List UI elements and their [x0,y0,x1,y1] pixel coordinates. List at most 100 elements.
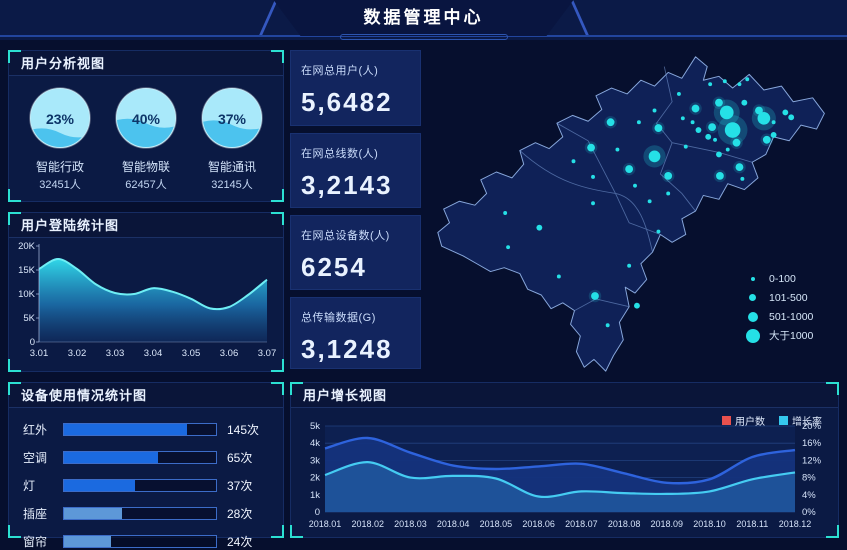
svg-text:3.02: 3.02 [68,348,87,359]
stat-label: 在网总设备数(人) [301,230,390,242]
device-label: 插座 [23,507,48,521]
map-legend-dot [745,294,760,301]
panel-user-analysis: 用户分析视图 23% 智能行政 32451人 40% 智能物联 62457人 37% 智能通讯… [8,50,284,202]
legend-item[interactable]: 增长率 [779,413,822,428]
device-usage-row: 窗帘 24次 [23,533,269,550]
panel-title-login-stats: 用户登陆统计图 [9,213,283,238]
gauge-label: 智能通讯 [207,160,256,174]
header-diagonal-accent-left [258,0,278,35]
stat-value: 5,6482 [301,87,393,117]
svg-text:2018.11: 2018.11 [736,519,768,529]
svg-text:0: 0 [30,337,35,348]
svg-text:23%: 23% [46,111,75,127]
svg-text:15K: 15K [18,265,36,276]
svg-text:2018.04: 2018.04 [437,519,470,529]
gauge-count: 32451人 [39,179,81,191]
svg-text:16%: 16% [802,438,822,449]
panel-device-usage: 设备使用情况统计图 红外 145次 空调 65次灯 37次 插座 28次 窗帘 24次 [8,382,284,549]
corner-bracket [826,382,839,395]
svg-text:5k: 5k [310,421,320,432]
stat-card: 总传输数据(G) 3,1248 [290,297,421,369]
map-legend: 0-100 101-500 501-1000 大于1000 [745,269,813,345]
svg-text:2018.01: 2018.01 [309,519,342,529]
svg-text:3.03: 3.03 [106,348,125,359]
svg-text:2018.02: 2018.02 [351,519,384,529]
growth-area-chart: 0 1k 2k 3k 4k 5k 0% 4% 8% 12% 16% 20% 2018.01 2018.02… [309,421,822,529]
svg-text:3.07: 3.07 [258,348,277,359]
legend-label: 用户数 [735,417,765,428]
gauge-label: 智能物联 [121,160,170,174]
device-value: 24次 [227,535,253,549]
svg-text:0%: 0% [802,507,816,518]
svg-text:2018.10: 2018.10 [693,519,726,529]
stat-card: 在网总用户(人) 5,6482 [290,50,421,126]
device-value: 145次 [227,423,260,437]
svg-text:4%: 4% [802,490,816,501]
panel-title-user-analysis: 用户分析视图 [9,51,283,76]
header-divider [0,35,847,37]
svg-text:10K: 10K [18,289,36,300]
legend-label: 增长率 [792,417,822,428]
legend-item[interactable]: 用户数 [722,413,765,428]
svg-text:2k: 2k [310,473,320,484]
corner-bracket [271,50,284,63]
corner-bracket [8,50,21,63]
growth-chart-legend: 用户数 增长率 [722,413,822,428]
device-usage-row: 空调 65次 [23,449,269,466]
region-map: 0-100 101-500 501-1000 大于1000 [430,45,840,381]
svg-text:20K: 20K [18,241,36,252]
svg-text:2018.06: 2018.06 [522,519,555,529]
gauges-row: 23% 智能行政 32451人 40% 智能物联 62457人 37% 智能通讯 32145人 [9,76,283,192]
device-label: 灯 [23,479,36,493]
svg-text:2018.07: 2018.07 [565,519,598,529]
stat-value: 3,1248 [301,334,393,364]
device-value: 37次 [227,479,253,493]
corner-bracket [271,359,284,372]
corner-bracket [8,189,21,202]
stat-card: 在网总设备数(人) 6254 [290,215,421,290]
svg-text:3.04: 3.04 [144,348,163,359]
svg-text:0: 0 [315,507,320,518]
svg-text:5K: 5K [23,313,35,324]
map-legend-dot [745,311,760,322]
device-bar-track [63,423,217,436]
svg-text:3.05: 3.05 [182,348,201,359]
corner-bracket [271,525,284,538]
device-label: 空调 [23,451,48,465]
svg-text:3.01: 3.01 [30,348,49,359]
corner-bracket [290,382,303,395]
panel-title-device-usage: 设备使用情况统计图 [9,383,283,408]
gauge-circle: 37% [201,87,263,149]
corner-bracket [8,525,21,538]
map-legend-row: 大于1000 [745,326,813,345]
stat-value: 3,2143 [301,170,393,200]
stat-value: 6254 [301,252,367,282]
corner-bracket [271,382,284,395]
panel-title-user-growth: 用户增长视图 [291,383,838,408]
device-bar-fill [64,480,136,491]
svg-text:2018.08: 2018.08 [608,519,641,529]
device-value: 28次 [227,507,253,521]
header-pill-ornament [339,34,508,40]
login-area-chart: 0 5K 10K 15K 20K 3.01 3.02 3.03 3.04 3.05 3.06 3.07 [18,241,277,359]
panel-login-stats: 用户登陆统计图 0 5K 10K 15K 20K 3.01 3.02 3.03 3.04 3.05… [8,212,284,372]
svg-text:2018.12: 2018.12 [779,519,812,529]
device-value: 65次 [227,451,253,465]
legend-swatch [779,416,788,425]
svg-text:8%: 8% [802,473,816,484]
header-title-plate: 数据管理中心 [273,0,574,36]
header-bar: 数据管理中心 [0,0,847,40]
svg-text:2018.03: 2018.03 [394,519,427,529]
device-bar-fill [64,452,159,463]
map-legend-label: 0-100 [769,272,796,285]
device-bar-track [63,535,217,548]
gauge-count: 62457人 [125,179,167,191]
map-legend-label: 101-500 [769,291,808,304]
corner-bracket [8,212,21,225]
liquid-gauge: 23% 智能行政 32451人 [17,86,103,192]
device-bar-track [63,479,217,492]
device-label: 窗帘 [23,535,48,549]
device-bar-track [63,507,217,520]
stat-label: 在网总线数(人) [301,148,379,160]
map-legend-label: 大于1000 [769,330,814,342]
